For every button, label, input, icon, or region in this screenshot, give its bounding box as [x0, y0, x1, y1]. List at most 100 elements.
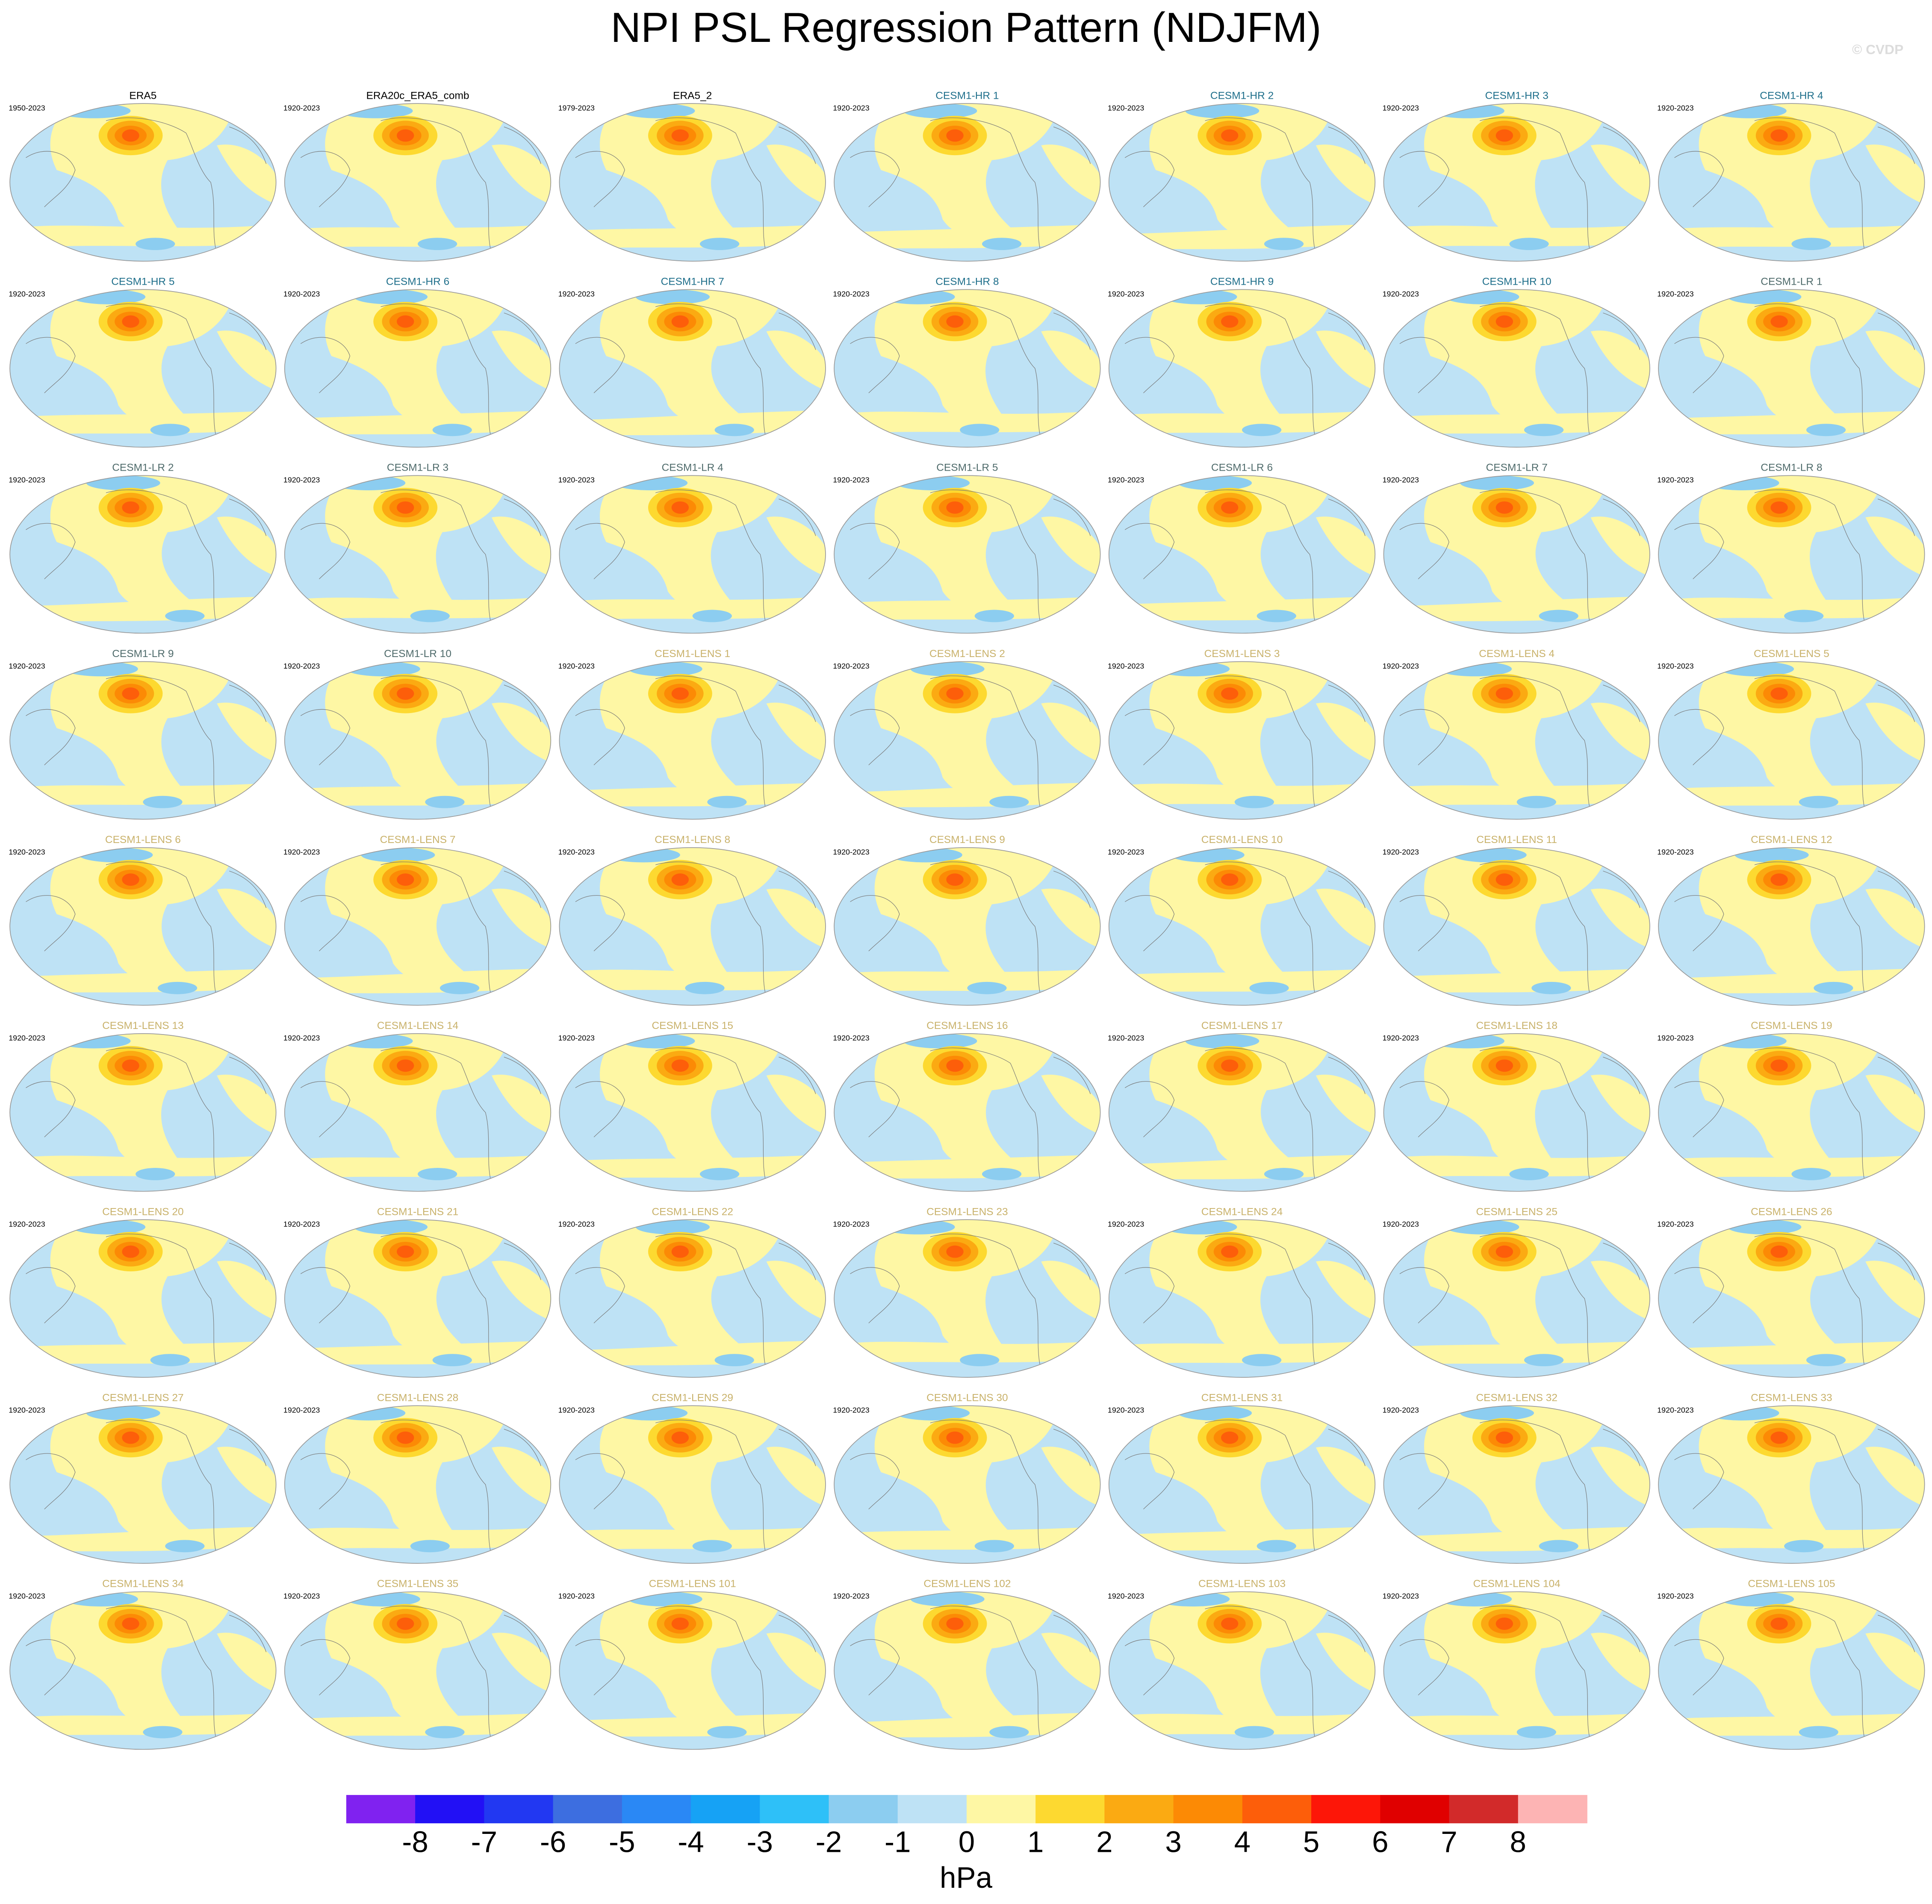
coastline: [26, 1047, 267, 1184]
map-outline: [834, 847, 1101, 1006]
positive-core: [671, 873, 689, 886]
figure-title: NPI PSL Regression Pattern (NDJFM): [611, 4, 1321, 51]
map-outline: [1658, 1219, 1925, 1378]
panel-title: CESM1-LENS 4: [1479, 648, 1554, 660]
colorbar-label: -6: [540, 1825, 566, 1858]
positive-core: [1770, 501, 1788, 514]
positive-east: [1865, 144, 1925, 205]
colorbar-label: 3: [1165, 1825, 1181, 1858]
negative-north: [361, 847, 435, 863]
panel-years: 1979-2023: [558, 103, 595, 112]
map: [834, 1219, 1101, 1378]
positive-region: [50, 103, 230, 238]
negative-north: [881, 1220, 955, 1235]
map-outline: [1658, 103, 1925, 262]
map-field: [1383, 475, 1650, 634]
negative-south: [1242, 1354, 1282, 1367]
positive-east: [1590, 144, 1650, 205]
map-outline: [1658, 847, 1925, 1006]
positive-region: [599, 289, 779, 424]
map: [1383, 1219, 1650, 1378]
map-outline: [1108, 103, 1376, 262]
positive-region: [1149, 847, 1328, 982]
positive-band: [284, 410, 551, 435]
coastline: [1124, 1606, 1366, 1742]
positive-east: [491, 1633, 551, 1693]
positive-band: [559, 782, 826, 807]
panel-title: CESM1-HR 8: [935, 276, 999, 287]
map: [559, 103, 826, 262]
panel-title: CESM1-LENS 9: [929, 834, 1005, 846]
coastline: [26, 117, 267, 254]
panel-title: CESM1-LENS 28: [377, 1392, 459, 1403]
coastline: [1399, 1420, 1640, 1556]
coastline: [575, 304, 816, 440]
map-outline: [284, 289, 552, 448]
positive-east: [766, 330, 826, 391]
positive-band: [1383, 410, 1650, 435]
positive-core: [946, 1059, 964, 1072]
positive-region: [1699, 1033, 1878, 1168]
negative-south: [1784, 610, 1824, 622]
positive-east: [1041, 702, 1100, 763]
positive-core: [671, 315, 689, 328]
panel-title: CESM1-LR 6: [1211, 462, 1273, 474]
positive-band: [10, 1340, 276, 1365]
positive-east: [766, 1074, 826, 1135]
panel-title: CESM1-LENS 13: [102, 1020, 184, 1032]
positive-core: [397, 129, 414, 142]
map-field: [1658, 289, 1925, 448]
map-outline: [1383, 1219, 1650, 1378]
positive-core: [122, 1431, 139, 1444]
map-outline: [1108, 661, 1376, 820]
positive-core: [946, 873, 964, 886]
positive-region: [1424, 1406, 1603, 1540]
positive-east: [217, 144, 276, 205]
negative-south: [960, 424, 1000, 436]
positive-band: [1109, 1340, 1375, 1365]
negative-south: [157, 981, 198, 994]
map-field: [1109, 1406, 1375, 1564]
map: [284, 1219, 552, 1378]
positive-east: [1590, 1261, 1650, 1321]
positive-region: [599, 1592, 779, 1727]
map: [1658, 475, 1925, 634]
panel-years: 1920-2023: [1383, 1220, 1419, 1228]
negative-south: [432, 1354, 472, 1367]
map-field: [1383, 1406, 1650, 1564]
negative-north: [79, 847, 153, 863]
panel-title: CESM1-HR 1: [935, 90, 999, 101]
panel-years: 1920-2023: [833, 289, 869, 298]
negative-south: [1806, 1354, 1846, 1367]
positive-east: [1041, 330, 1100, 391]
map: [1108, 1033, 1376, 1192]
map-outline: [1108, 847, 1376, 1006]
map-field: [1658, 1592, 1925, 1750]
panel-years: 1920-2023: [9, 848, 45, 856]
positive-band: [834, 1526, 1100, 1551]
map-outline: [559, 847, 826, 1006]
panel-years: 1920-2023: [1657, 1592, 1693, 1600]
negative-north: [1705, 475, 1779, 491]
positive-region: [50, 661, 230, 796]
map-field: [1109, 1220, 1375, 1377]
map-outline: [559, 1405, 826, 1564]
map: [284, 1405, 552, 1564]
negative-south: [700, 1168, 740, 1180]
positive-core: [1495, 129, 1513, 142]
positive-east: [1316, 1074, 1375, 1135]
positive-core: [1770, 873, 1788, 886]
map-outline: [9, 1405, 277, 1564]
negative-north: [56, 103, 131, 118]
panel-title: CESM1-LENS 24: [1201, 1206, 1283, 1217]
coastline: [1399, 1047, 1640, 1184]
negative-south: [1524, 1354, 1564, 1367]
positive-core: [946, 315, 964, 328]
positive-band: [1109, 596, 1375, 621]
positive-band: [1658, 782, 1925, 807]
coastline: [850, 861, 1091, 998]
negative-south: [1799, 1726, 1838, 1739]
map-outline: [559, 1591, 826, 1750]
positive-east: [217, 702, 276, 763]
map-outline: [559, 1219, 826, 1378]
